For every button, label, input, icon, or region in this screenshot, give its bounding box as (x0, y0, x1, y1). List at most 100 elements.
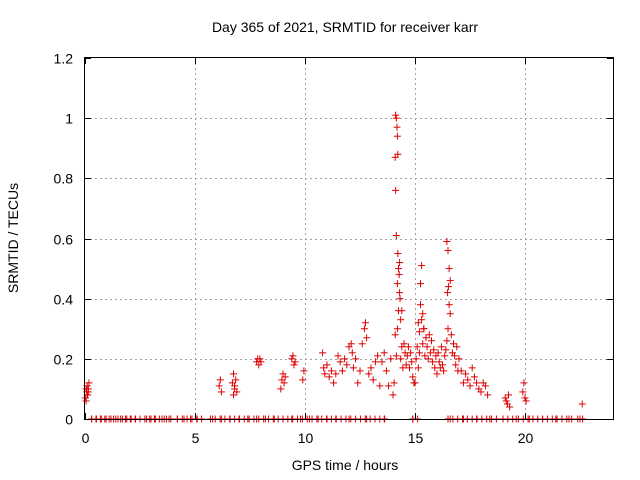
data-point (391, 153, 399, 161)
x-tick-label: 10 (298, 430, 314, 446)
data-point (396, 259, 404, 267)
data-point (215, 382, 223, 390)
data-point (446, 310, 454, 318)
data-point (414, 319, 422, 327)
data-point (385, 382, 393, 390)
data-point (288, 355, 296, 363)
data-point (408, 358, 416, 366)
data-point (380, 349, 388, 357)
data-point (343, 361, 351, 369)
data-point (419, 340, 427, 348)
data-point (481, 382, 489, 390)
data-point (444, 325, 452, 333)
x-axis-label: GPS time / hours (292, 457, 399, 473)
data-point (424, 355, 432, 363)
data-point (404, 343, 412, 351)
data-point (418, 316, 426, 324)
data-point (402, 361, 410, 369)
data-point (466, 382, 474, 390)
data-point (334, 352, 342, 360)
data-point (330, 379, 338, 387)
data-point (392, 111, 400, 119)
data-point (392, 186, 400, 194)
data-point (332, 370, 340, 378)
data-point (440, 367, 448, 375)
data-point (291, 358, 299, 366)
data-point (464, 376, 472, 384)
data-point (470, 373, 478, 381)
data-point (85, 379, 93, 387)
data-point (415, 349, 423, 357)
data-point (392, 114, 400, 122)
data-point (484, 391, 492, 399)
y-tick-label: 0.2 (54, 352, 74, 368)
data-point (396, 289, 404, 297)
data-point (444, 247, 452, 255)
data-point (393, 132, 401, 140)
data-point (347, 340, 355, 348)
data-point (233, 388, 241, 396)
data-point (421, 352, 429, 360)
data-point (443, 337, 451, 345)
data-point (280, 379, 288, 387)
data-point (399, 364, 407, 372)
data-point (349, 364, 357, 372)
data-point (289, 352, 297, 360)
data-point (378, 358, 386, 366)
data-point (457, 367, 465, 375)
data-point (84, 388, 92, 396)
data-point (519, 388, 527, 396)
data-point (392, 352, 400, 360)
data-point (459, 379, 467, 387)
data-point (387, 355, 395, 363)
data-point (325, 373, 333, 381)
data-point (392, 231, 400, 239)
data-point (439, 361, 446, 369)
data-point (412, 355, 420, 363)
data-point (393, 123, 401, 131)
data-point (300, 367, 308, 375)
data-point (411, 379, 419, 387)
data-point (376, 382, 384, 390)
data-point (462, 370, 470, 378)
data-point (360, 325, 368, 333)
data-point (437, 343, 445, 351)
data-point (257, 358, 265, 366)
data-point (395, 271, 403, 279)
data-point (365, 370, 373, 378)
x-tick-label: 0 (82, 430, 90, 446)
data-point (520, 379, 528, 387)
data-point (446, 277, 454, 285)
data-point (382, 367, 390, 375)
x-tick-label: 15 (408, 430, 424, 446)
data-point (452, 361, 460, 369)
data-point (358, 340, 366, 348)
data-point (433, 370, 441, 378)
data-points (81, 111, 587, 423)
data-point (428, 337, 435, 345)
data-point (415, 328, 423, 336)
data-point (450, 340, 457, 348)
data-point (320, 364, 328, 372)
data-point (429, 358, 437, 366)
x-tick-label: 5 (192, 430, 200, 446)
data-point (426, 349, 434, 357)
chart-title: Day 365 of 2021, SRMTID for receiver kar… (212, 19, 478, 35)
x-tick-label: 20 (518, 430, 534, 446)
data-point (451, 352, 459, 360)
data-point (441, 352, 449, 360)
y-axis-label: SRMTID / TECUs (5, 183, 21, 293)
data-point (363, 334, 371, 342)
data-point (444, 283, 452, 291)
data-point (406, 364, 413, 372)
data-point (413, 343, 421, 351)
data-point (216, 376, 224, 384)
data-point (522, 397, 530, 405)
data-point (521, 394, 529, 402)
data-point (477, 388, 485, 396)
data-point (341, 355, 349, 363)
data-point (321, 370, 329, 378)
data-point (256, 355, 264, 363)
data-point (327, 367, 335, 375)
data-point (502, 397, 510, 405)
